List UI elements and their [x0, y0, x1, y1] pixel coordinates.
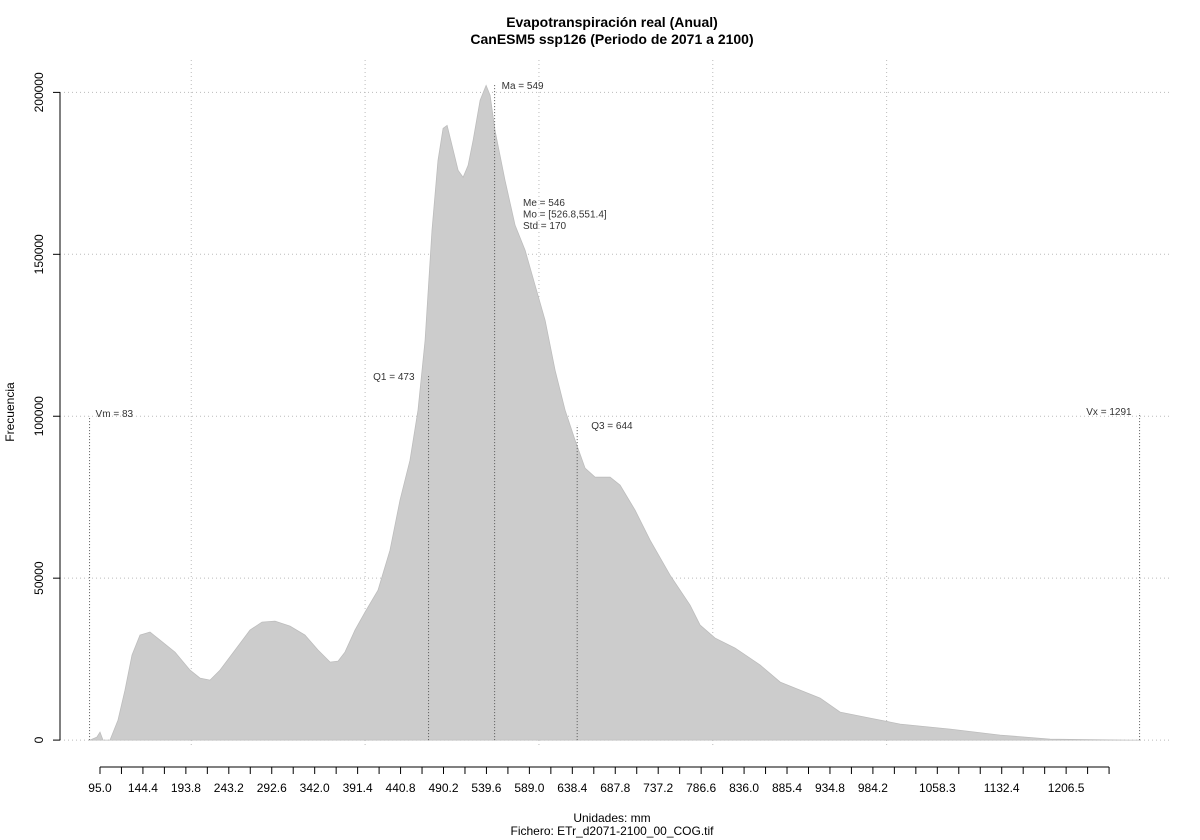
stat-label: Mo = [526.8,551.4]	[523, 210, 607, 221]
x-tick-label: 737.2	[643, 781, 673, 795]
x-tick-label: 1132.4	[984, 781, 1020, 795]
x-tick-label: 984.2	[858, 781, 888, 795]
marker-label: Q3 = 644	[591, 421, 633, 432]
x-tick-label: 193.8	[171, 781, 201, 795]
x-tick-label: 1206.5	[1048, 781, 1085, 795]
x-tick-label: 391.4	[343, 781, 373, 795]
x-tick-label: 589.0	[514, 781, 544, 795]
x-tick-label: 539.6	[471, 781, 501, 795]
x-tick-label: 490.2	[428, 781, 458, 795]
stat-label: Me = 546	[523, 198, 565, 209]
x-tick-label: 1058.3	[919, 781, 956, 795]
y-axis-label: Frecuencia	[3, 382, 17, 442]
x-tick-label: 440.8	[386, 781, 416, 795]
x-tick-label: 144.4	[128, 781, 158, 795]
caption: Fichero: ETr_d2071-2100_00_COG.tif	[511, 824, 715, 838]
x-tick-label: 687.8	[600, 781, 630, 795]
chart-subtitle: CanESM5 ssp126 (Periodo de 2071 a 2100)	[470, 31, 753, 47]
x-tick-label: 786.6	[686, 781, 716, 795]
y-tick-label: 50000	[32, 561, 46, 595]
x-axis-label: Unidades: mm	[573, 811, 650, 825]
density-area	[89, 84, 1141, 741]
x-tick-label: 934.8	[815, 781, 845, 795]
marker-label: Ma = 549	[502, 81, 544, 92]
chart-title: Evapotranspiración real (Anual)	[506, 14, 718, 30]
marker-label: Q1 = 473	[373, 372, 415, 383]
y-tick-label: 100000	[32, 396, 46, 436]
x-tick-label: 292.6	[257, 781, 287, 795]
y-tick-label: 150000	[32, 234, 46, 274]
y-tick-label: 0	[32, 736, 46, 743]
stat-label: Std = 170	[523, 221, 567, 232]
x-tick-label: 885.4	[772, 781, 802, 795]
x-tick-label: 836.0	[729, 781, 759, 795]
x-tick-label: 95.0	[88, 781, 112, 795]
y-tick-label: 200000	[32, 72, 46, 112]
x-tick-label: 638.4	[557, 781, 587, 795]
marker-label: Vx = 1291	[1086, 407, 1132, 418]
x-tick-label: 243.2	[214, 781, 244, 795]
marker-label: Vm = 83	[96, 409, 134, 420]
x-tick-label: 342.0	[300, 781, 330, 795]
